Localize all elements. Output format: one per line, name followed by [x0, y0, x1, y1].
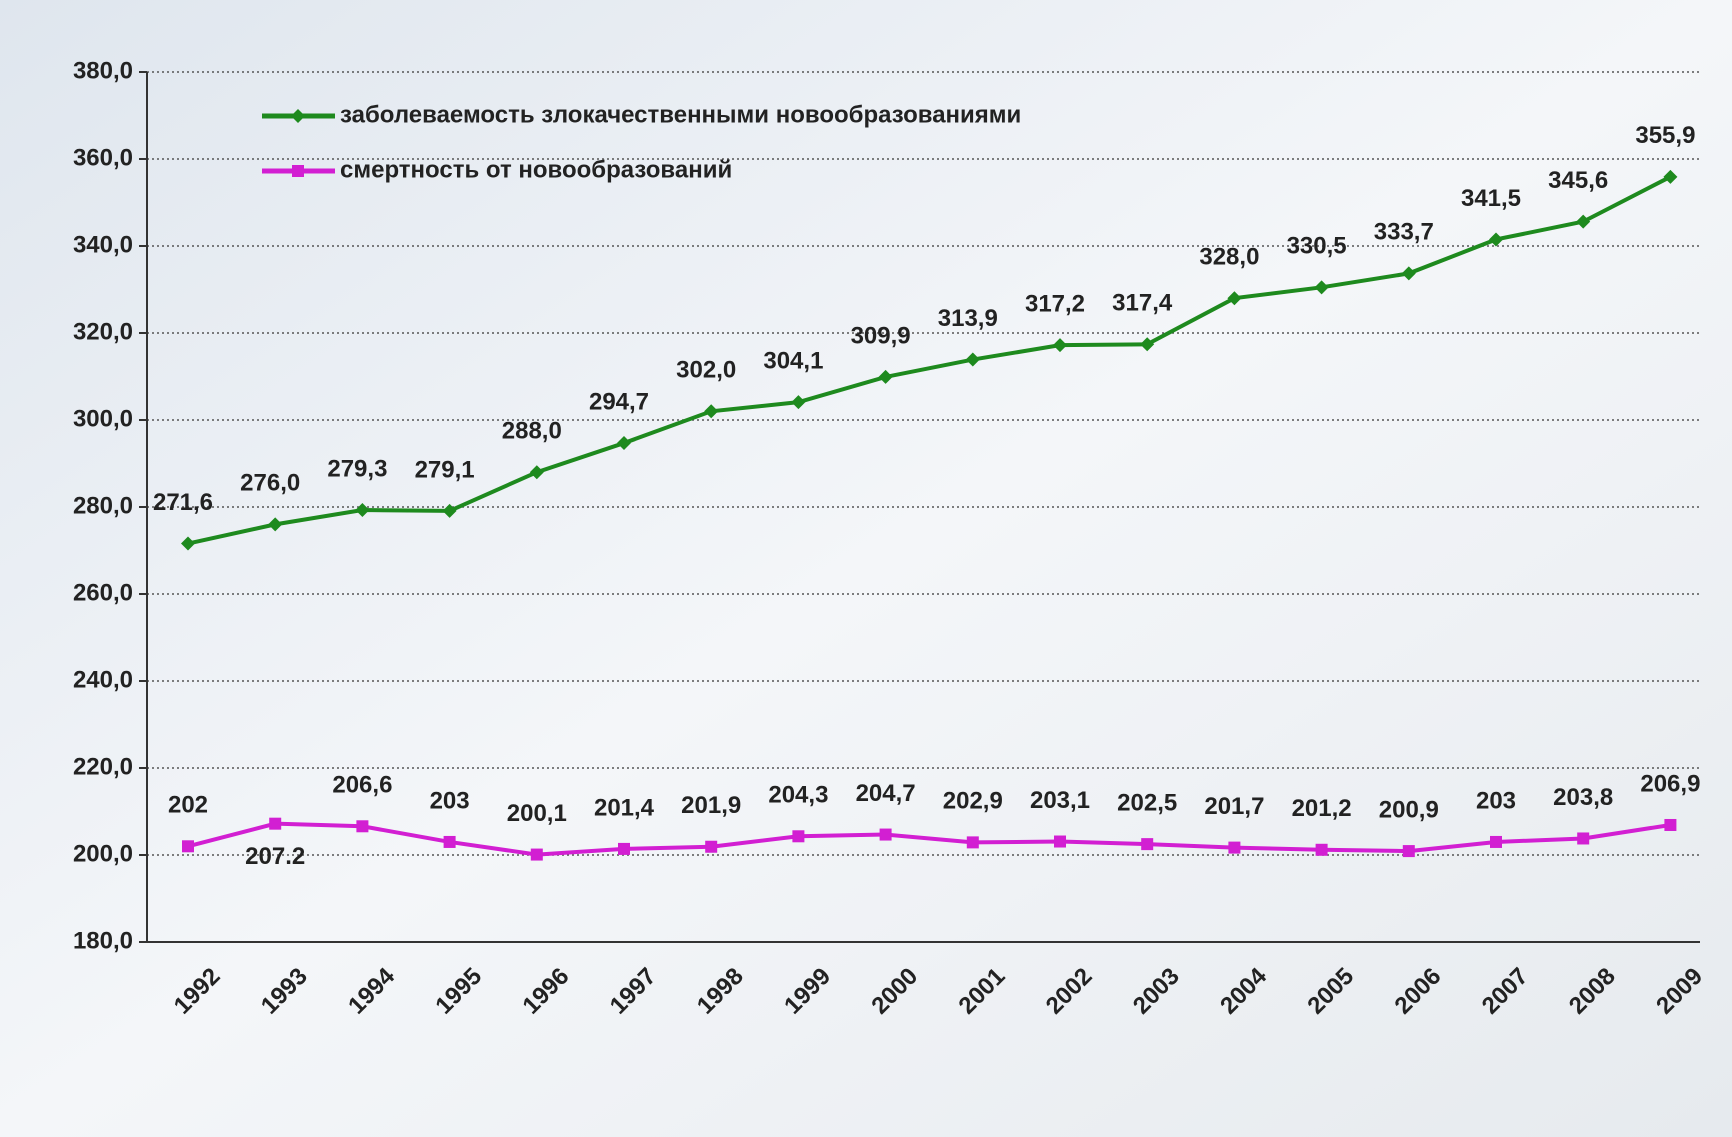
legend-label: смертность от новообразований	[340, 156, 732, 183]
marker	[1228, 841, 1241, 854]
marker	[1489, 232, 1503, 247]
marker	[1663, 169, 1678, 184]
marker	[791, 395, 806, 410]
data-label: 279,1	[415, 456, 475, 483]
marker	[268, 517, 283, 532]
marker	[181, 536, 195, 551]
series-line	[187, 175, 1672, 546]
y-tick-label: 260,0	[73, 579, 133, 606]
data-label: 345,6	[1548, 167, 1608, 194]
marker	[355, 503, 370, 518]
data-label: 204,7	[856, 780, 916, 807]
data-label: 204,3	[768, 782, 828, 809]
data-label: 202,5	[1117, 789, 1177, 816]
marker	[617, 436, 631, 451]
marker	[1141, 838, 1154, 851]
marker	[443, 835, 456, 848]
marker	[966, 836, 979, 849]
data-label: 341,5	[1461, 185, 1521, 212]
y-tick-label: 180,0	[73, 927, 133, 954]
data-label: 201,2	[1292, 795, 1352, 822]
data-label: 294,7	[589, 388, 649, 415]
marker	[965, 352, 980, 367]
data-label: 202	[168, 792, 208, 819]
data-label: 201,7	[1204, 793, 1264, 820]
marker	[1576, 214, 1591, 229]
legend-marker	[292, 165, 304, 177]
data-label: 330,5	[1287, 233, 1347, 260]
marker	[1490, 835, 1502, 848]
marker	[1314, 280, 1329, 295]
data-label: 288,0	[502, 418, 562, 445]
data-label: 203	[1476, 787, 1516, 814]
marker	[705, 840, 718, 853]
data-label: 302,0	[676, 357, 736, 384]
marker	[878, 369, 893, 384]
data-label: 279,3	[327, 455, 387, 482]
data-label: 309,9	[851, 322, 911, 349]
marker	[704, 404, 719, 419]
data-label: 328,0	[1199, 244, 1259, 271]
y-tick-label: 360,0	[73, 144, 133, 171]
marker	[879, 828, 892, 841]
data-label: 201,9	[681, 792, 741, 819]
y-tick-label: 380,0	[73, 57, 133, 84]
marker	[442, 503, 457, 518]
y-tick-label: 200,0	[73, 840, 133, 867]
marker	[1577, 832, 1590, 845]
data-label: 200,1	[507, 800, 567, 827]
data-label: 207.2	[245, 843, 305, 870]
data-label: 203,1	[1030, 787, 1090, 814]
y-tick-label: 340,0	[73, 231, 133, 258]
y-tick-label: 280,0	[73, 492, 133, 519]
data-label: 271,6	[153, 489, 213, 516]
data-label: 317,2	[1025, 291, 1085, 318]
marker	[182, 840, 194, 853]
data-label: 355,9	[1635, 122, 1695, 149]
marker	[1053, 338, 1067, 353]
marker	[1315, 843, 1328, 856]
y-tick-label: 220,0	[73, 753, 133, 780]
data-label: 203,8	[1553, 784, 1613, 811]
marker	[530, 848, 543, 861]
marker	[1140, 337, 1155, 352]
marker	[529, 465, 544, 480]
marker	[792, 830, 805, 843]
data-label: 317,4	[1112, 290, 1173, 317]
y-tick-label: 300,0	[73, 405, 133, 432]
data-label: 276,0	[240, 470, 300, 497]
marker	[1402, 845, 1415, 858]
data-label: 304,1	[763, 348, 823, 375]
y-tick-label: 320,0	[73, 318, 133, 345]
data-label: 201,4	[594, 794, 655, 821]
series-line	[187, 821, 1671, 857]
data-label: 202,9	[943, 788, 1003, 815]
data-label: 206,6	[332, 772, 392, 799]
marker	[1227, 291, 1242, 306]
marker	[618, 842, 630, 855]
legend-label: заболеваемость злокачественными новообра…	[340, 101, 1021, 128]
y-tick-label: 240,0	[73, 666, 133, 693]
data-label: 203	[430, 787, 470, 814]
marker	[1054, 835, 1066, 848]
data-label: 313,9	[938, 305, 998, 332]
marker	[356, 820, 369, 833]
marker	[1664, 818, 1677, 831]
marker	[269, 817, 282, 830]
legend-marker	[291, 109, 305, 123]
data-label: 200,9	[1379, 796, 1439, 823]
marker	[1401, 266, 1416, 281]
data-label: 333,7	[1374, 219, 1434, 246]
data-label: 206,9	[1640, 770, 1700, 797]
